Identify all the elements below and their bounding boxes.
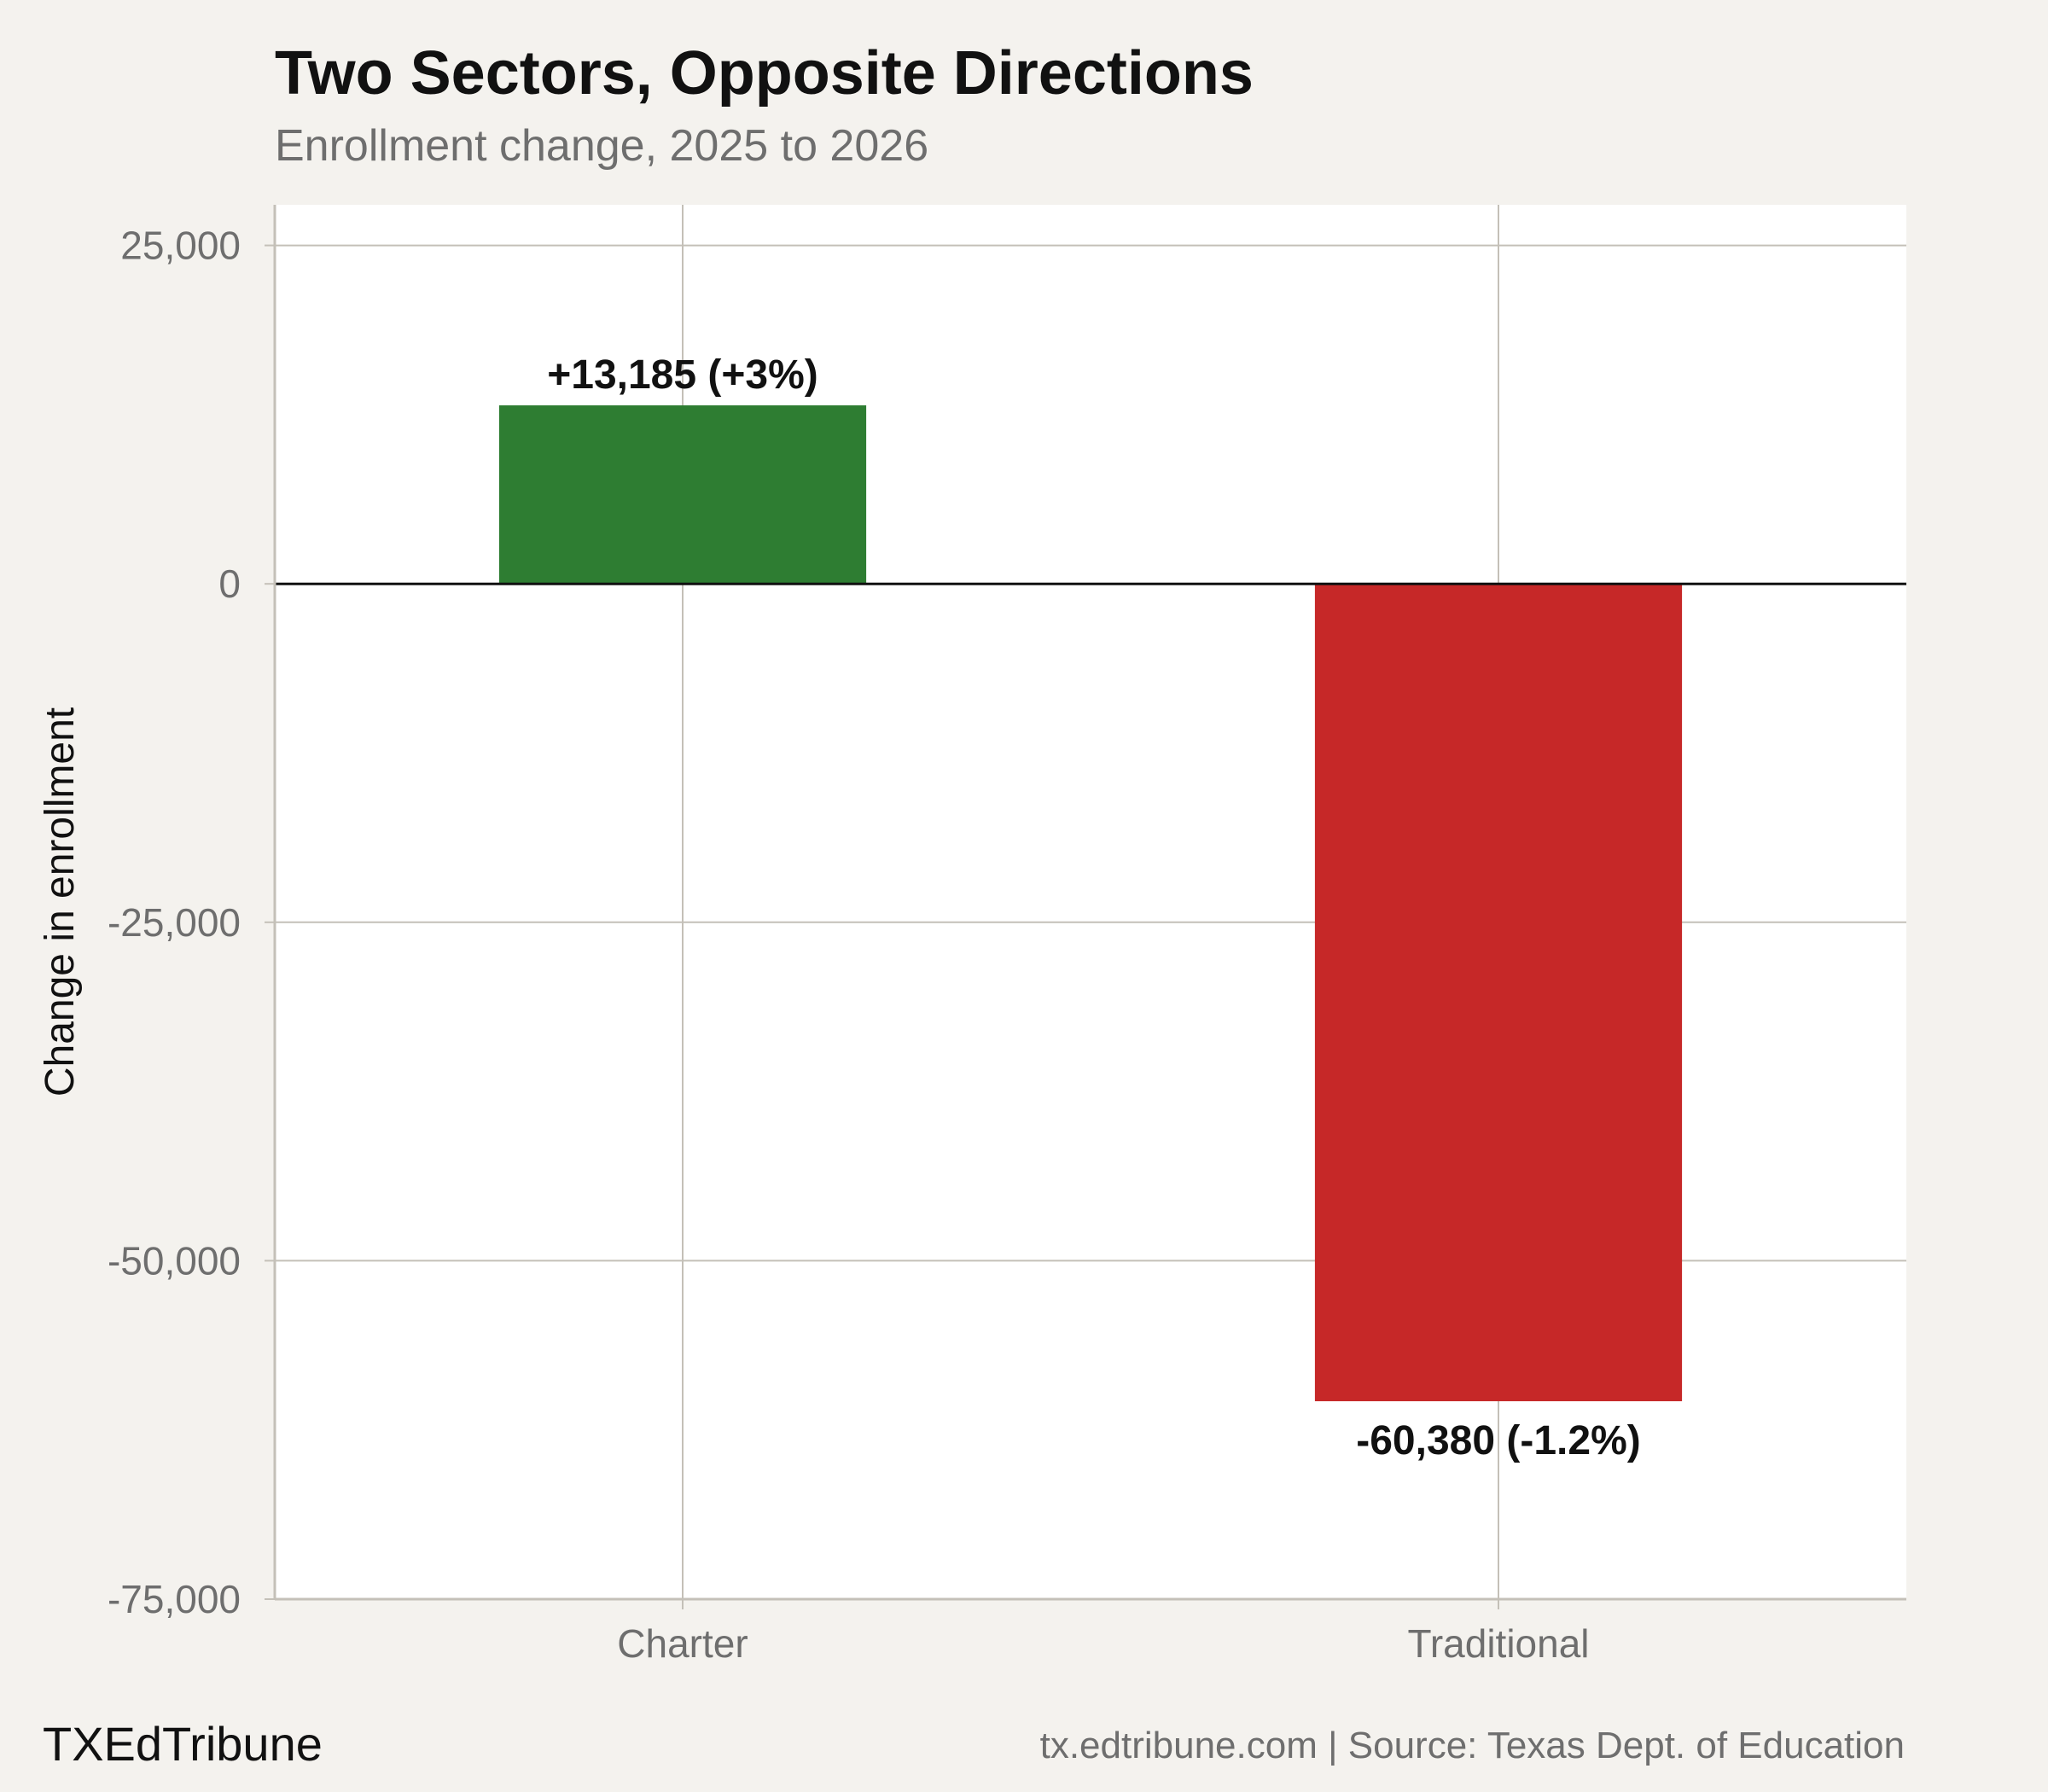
data-label-charter: +13,185 (+3%) (547, 352, 818, 398)
y-tick-label: 25,000 (120, 224, 241, 268)
bar-charter (498, 405, 867, 585)
y-tick-label: -25,000 (108, 900, 241, 945)
y-tick-label: 0 (218, 561, 241, 606)
bar-data-labels: +13,185 (+3%) -60,380 (-1.2%) (547, 352, 1641, 1463)
bars (498, 405, 1683, 1402)
y-axis-label: Change in enrollment (38, 707, 83, 1097)
y-axis-ticks: 25,000 0 -25,000 -50,000 -75,000 (108, 224, 275, 1621)
chart-title: Two Sectors, Opposite Directions (275, 39, 1254, 108)
source-credit: tx.edtribune.com | Source: Texas Dept. o… (1040, 1725, 1905, 1766)
chart-subtitle: Enrollment change, 2025 to 2026 (275, 121, 928, 171)
x-tick-label-traditional: Traditional (1407, 1621, 1589, 1666)
x-tick-label-charter: Charter (617, 1621, 748, 1666)
y-tick-label: -75,000 (108, 1577, 241, 1621)
x-axis-ticks: Charter Traditional (617, 1599, 1590, 1666)
bar-traditional (1314, 584, 1683, 1402)
data-label-traditional: -60,380 (-1.2%) (1356, 1418, 1641, 1463)
brand-logo-text: TXEdTribune (43, 1717, 323, 1771)
y-tick-label: -50,000 (108, 1238, 241, 1283)
